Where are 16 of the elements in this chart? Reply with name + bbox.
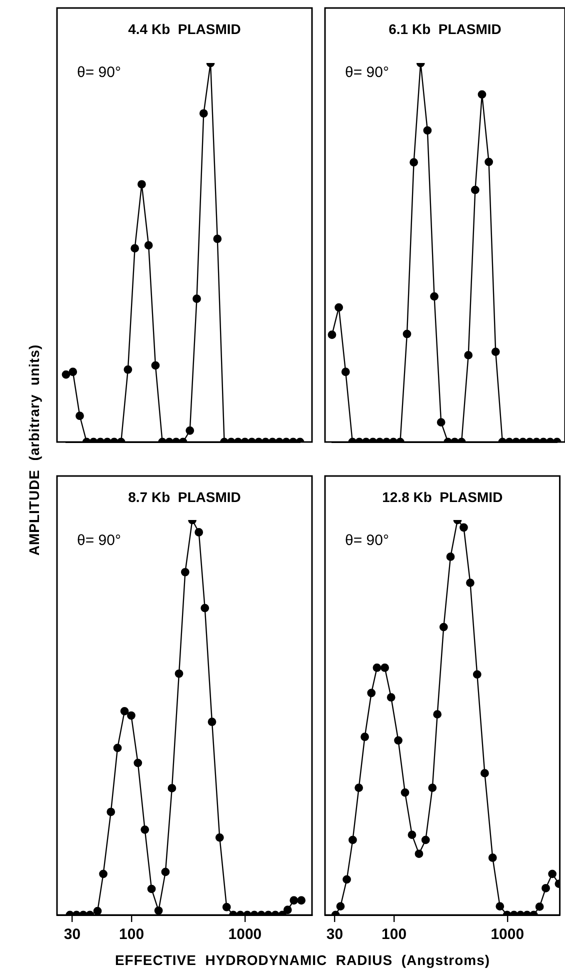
x-tick-label: 100 <box>119 926 144 944</box>
x-axis-title: EFFECTIVE HYDRODYNAMIC RADIUS (Angstroms) <box>114 952 492 968</box>
chart-title: 12.8 Kb PLASMID <box>382 488 503 505</box>
chart-title: 6.1 Kb PLASMID <box>388 20 502 37</box>
x-tick-label: 30 <box>326 926 344 944</box>
annotation: θ= 90° <box>77 64 121 82</box>
y-axis-title: AMPLITUDE (arbitrary units) <box>26 344 42 556</box>
annotation: θ= 90° <box>345 64 389 82</box>
annotation: θ= 90° <box>345 532 389 550</box>
x-tick-label: 1000 <box>490 926 524 944</box>
annotation: θ= 90° <box>77 532 121 550</box>
chart-title: 8.7 Kb PLASMID <box>128 488 241 505</box>
x-tick-label: 100 <box>382 926 407 944</box>
chart-title: 4.4 Kb PLASMID <box>128 20 241 37</box>
x-tick-label: 30 <box>64 926 81 944</box>
x-tick-label: 1000 <box>228 926 262 944</box>
